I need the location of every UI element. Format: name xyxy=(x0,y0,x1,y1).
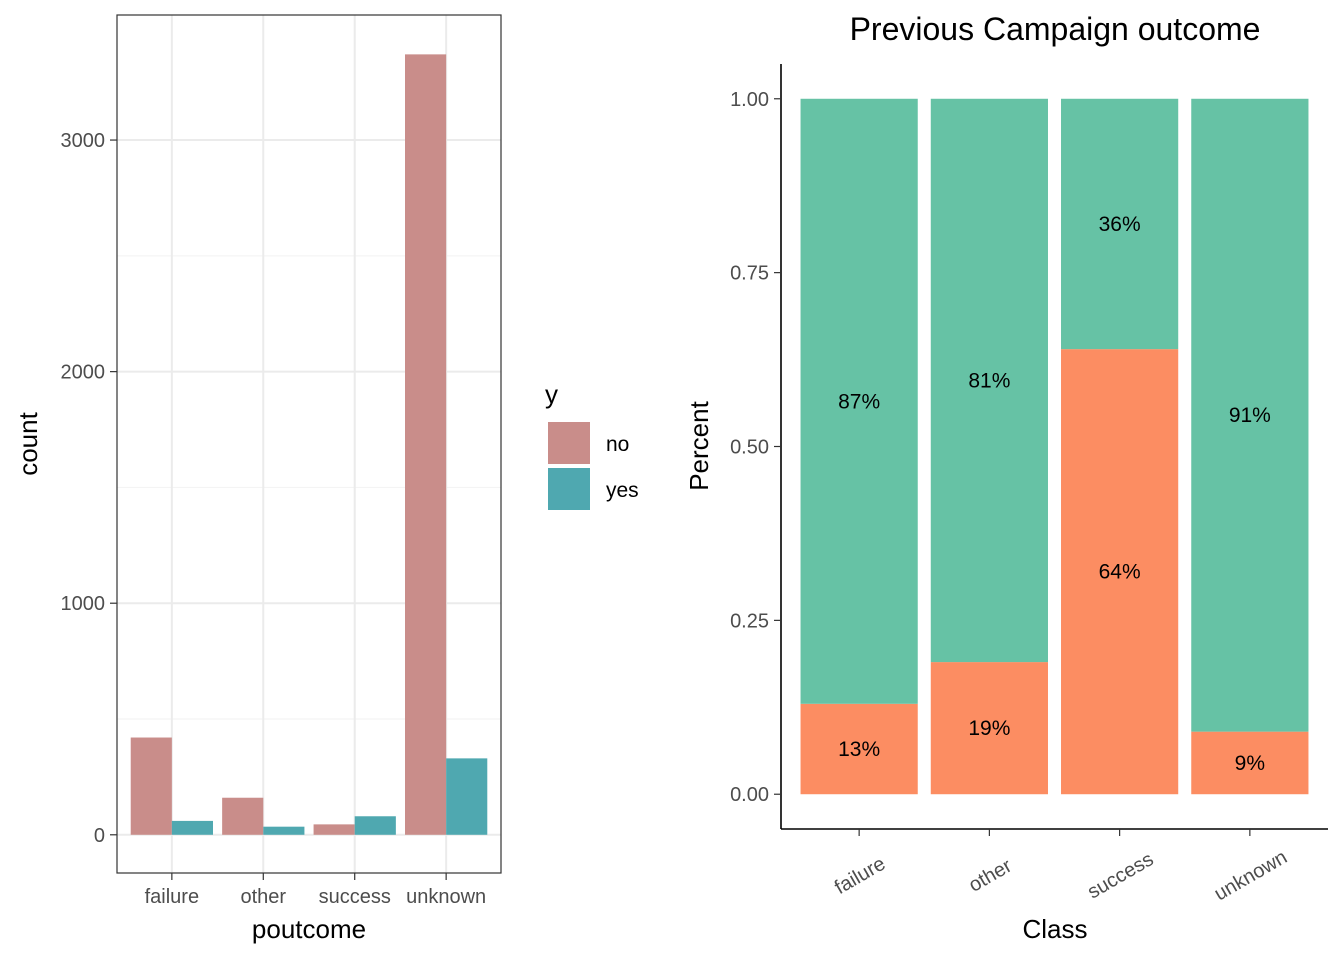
right-data-label: 9% xyxy=(1235,752,1265,775)
left-y-axis: 0 1000 2000 3000 xyxy=(61,130,117,847)
left-y-tick-label: 1000 xyxy=(61,593,106,615)
left-x-tick-label: unknown xyxy=(406,886,486,908)
legend-label-yes: yes xyxy=(606,479,639,502)
right-data-label: 81% xyxy=(968,369,1010,392)
right-bar-other-top xyxy=(930,98,1048,663)
left-y-tick-label: 3000 xyxy=(61,130,106,152)
left-bar-no-failure xyxy=(130,737,172,835)
left-bar-yes-failure xyxy=(171,820,213,835)
right-bar-other-bottom xyxy=(930,662,1048,795)
legend-key-yes xyxy=(548,468,590,510)
right-data-label: 64% xyxy=(1099,561,1141,584)
right-bar-success-bottom xyxy=(1061,349,1179,795)
right-x-axis-title: Class xyxy=(1022,914,1087,944)
left-bar-yes-success xyxy=(354,816,396,835)
left-y-tick-label: 2000 xyxy=(61,362,106,384)
right-data-label: 13% xyxy=(838,738,880,761)
left-bar-yes-unknown xyxy=(446,758,488,835)
legend-title: y xyxy=(545,379,558,409)
right-bar-failure-bottom xyxy=(800,703,918,795)
left-panel-border xyxy=(116,14,502,874)
right-x-tick-label: failure xyxy=(831,853,889,899)
left-bar-no-success xyxy=(313,824,355,835)
right-y-tick-label: 0.25 xyxy=(730,610,769,632)
left-x-tick-label: success xyxy=(319,886,391,908)
left-x-axis: failure other success unknown xyxy=(145,873,486,908)
right-chart-title: Previous Campaign outcome xyxy=(850,11,1261,47)
left-bar-yes-other xyxy=(263,826,305,835)
right-data-label: 19% xyxy=(968,717,1010,740)
right-x-tick-label: unknown xyxy=(1211,846,1291,905)
right-data-labels: 13% 87% 19% 81% 64% 36% 9% 91% xyxy=(838,213,1271,775)
legend: y no yes xyxy=(545,379,639,510)
left-x-axis-title: poutcome xyxy=(252,914,366,944)
right-y-axis-title: Percent xyxy=(684,400,714,490)
legend-label-no: no xyxy=(606,433,629,456)
previous-campaign-outcome-chart: Previous Campaign outcome 13% 87% 19% 81% 64… xyxy=(684,11,1328,944)
left-x-tick-label: failure xyxy=(145,886,199,908)
right-data-label: 36% xyxy=(1099,213,1141,236)
left-x-tick-label: other xyxy=(240,886,286,908)
right-bar-success-top xyxy=(1061,98,1179,350)
right-x-axis: failure other success unknown xyxy=(831,829,1291,905)
right-y-axis: 0.00 0.25 0.50 0.75 1.00 xyxy=(730,89,781,806)
legend-key-no xyxy=(548,422,590,464)
left-y-tick-label: 0 xyxy=(94,825,105,847)
left-y-axis-title: count xyxy=(13,411,43,475)
right-y-tick-label: 1.00 xyxy=(730,89,769,111)
right-bar-unknown-top xyxy=(1191,98,1309,732)
right-data-label: 91% xyxy=(1229,404,1271,427)
right-y-tick-label: 0.00 xyxy=(730,784,769,806)
right-data-label: 87% xyxy=(838,390,880,413)
right-stacked-bars xyxy=(800,98,1309,795)
right-y-tick-label: 0.50 xyxy=(730,437,769,459)
right-x-tick-label: success xyxy=(1084,848,1158,903)
poutcome-count-chart: 0 1000 2000 3000 failure other success unknown… xyxy=(13,14,502,944)
right-bar-unknown-bottom xyxy=(1191,731,1309,795)
left-bar-no-other xyxy=(222,797,264,835)
right-y-tick-label: 0.75 xyxy=(730,263,769,285)
right-bar-failure-top xyxy=(800,98,918,704)
left-bar-no-unknown xyxy=(405,54,447,835)
left-bars xyxy=(130,54,488,835)
right-x-tick-label: other xyxy=(965,855,1016,897)
